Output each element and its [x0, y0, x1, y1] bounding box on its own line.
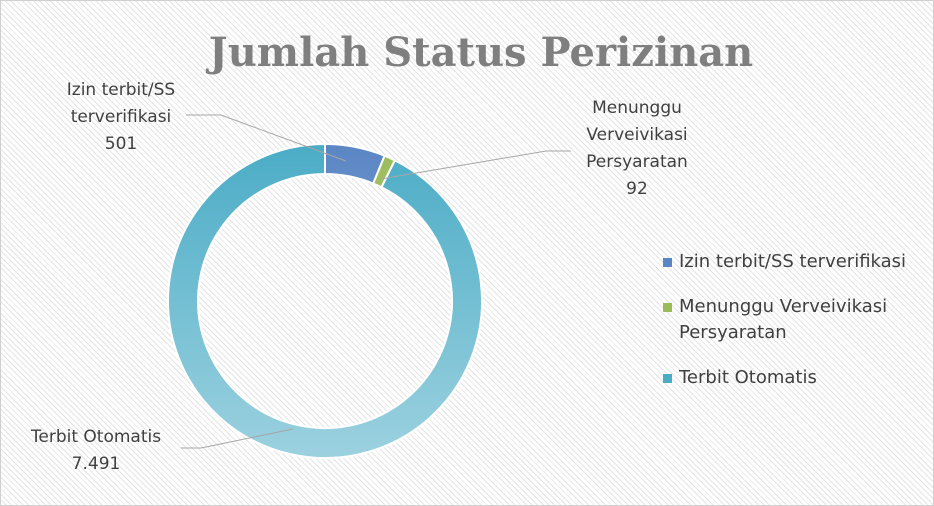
legend-label: Terbit Otomatis	[679, 367, 817, 388]
data-label-value: 501	[104, 134, 138, 154]
leader-line	[186, 114, 347, 162]
legend-item: Terbit Otomatis	[661, 365, 931, 391]
chart-title: Jumlah Status Perizinan	[208, 29, 754, 76]
legend-label: Menunggu Verveivikasi Persyaratan	[679, 296, 888, 343]
data-label: Izin terbit/SS terverifikasi 501	[51, 77, 191, 158]
data-label-category: Terbit Otomatis	[30, 427, 162, 447]
data-label: Menunggu Verveivikasi Persyaratan 92	[573, 95, 701, 203]
legend-item: Menunggu Verveivikasi Persyaratan	[661, 294, 931, 346]
legend-item: Izin terbit/SS terverifikasi	[661, 249, 931, 275]
legend-swatch	[663, 258, 672, 267]
data-label-category: Izin terbit/SS terverifikasi	[66, 80, 176, 127]
legend: Izin terbit/SS terverifikasi Menunggu Ver…	[661, 249, 931, 410]
leader-line	[380, 150, 571, 180]
data-label-value: 92	[626, 179, 648, 199]
leader-line	[181, 428, 294, 449]
legend-label: Izin terbit/SS terverifikasi	[679, 251, 907, 272]
data-label-value: 7.491	[71, 454, 121, 474]
data-label-category: Menunggu Verveivikasi Persyaratan	[586, 98, 688, 172]
data-label: Terbit Otomatis 7.491	[11, 424, 181, 478]
legend-swatch	[663, 374, 672, 383]
slice	[167, 142, 483, 459]
legend-swatch	[663, 303, 672, 312]
